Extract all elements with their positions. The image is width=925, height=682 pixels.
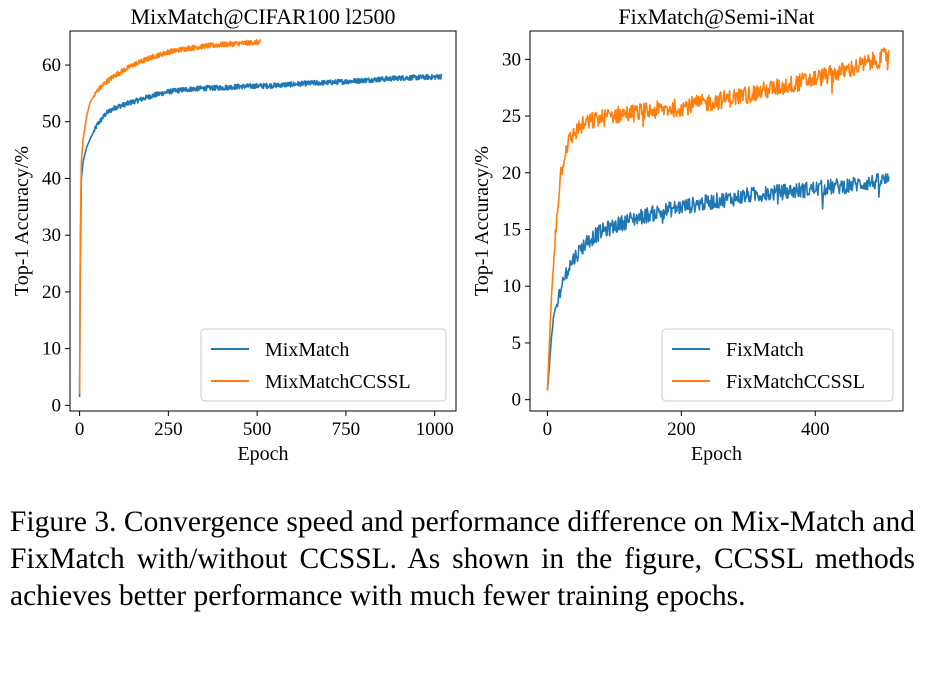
chart-2-plot-frame (529, 30, 904, 412)
chart-1-legend-label-2: MixMatchCCSSL (265, 371, 411, 393)
chart-1: MixMatch@CIFAR100 l2500 0 250 500 750 1000 0 10… (11, 4, 457, 465)
chart-1-xtick-label: 750 (332, 419, 361, 440)
chart-1-xtick-label: 500 (243, 419, 272, 440)
chart-1-ylabel: Top-1 Accuracy/% (11, 146, 33, 296)
chart-2-ytick-label: 20 (502, 163, 521, 184)
chart-1-xtick-label: 1000 (416, 419, 454, 440)
chart-1-title: MixMatch@CIFAR100 l2500 (131, 4, 396, 29)
chart-2-legend: FixMatch FixMatchCCSSL (661, 328, 894, 402)
chart-1-series-1-line (78, 73, 443, 397)
chart-1-legend: MixMatch MixMatchCCSSL (200, 328, 447, 402)
chart-2-ytick-label: 15 (502, 220, 521, 241)
chart-2-series-1-line (546, 173, 890, 391)
chart-1-xtick-label: 0 (75, 419, 85, 440)
chart-1-ytick-label: 30 (42, 225, 61, 246)
chart-1-xlabel: Epoch (237, 443, 288, 465)
chart-2-ytick-label: 10 (502, 276, 521, 297)
chart-2-title: FixMatch@Semi-iNat (618, 4, 814, 29)
chart-2-ytick-label: 5 (512, 333, 522, 354)
chart-2-ytick-label: 30 (502, 49, 521, 70)
chart-2-ytick-label: 25 (502, 106, 521, 127)
chart-1-legend-box (200, 328, 447, 402)
chart-2-xtick-label: 400 (801, 419, 830, 440)
chart-2-ytick-label: 0 (512, 390, 522, 411)
chart-2-legend-label-1: FixMatch (726, 339, 804, 361)
chart-1-plot-frame (69, 30, 457, 412)
chart-1-ytick-label: 50 (42, 112, 61, 133)
chart-1-ytick-label: 0 (52, 395, 62, 416)
figure: MixMatch@CIFAR100 l2500 0 250 500 750 1000 0 10… (11, 4, 904, 465)
chart-2-xtick-label: 200 (667, 419, 696, 440)
chart-1-ytick-label: 20 (42, 282, 61, 303)
chart-1-ytick-label: 60 (42, 55, 61, 76)
chart-2-series-2-line (546, 47, 890, 391)
chart-1-legend-label-1: MixMatch (265, 339, 349, 361)
chart-1-series-2-line (78, 39, 262, 394)
chart-2-ylabel: Top-1 Accuracy/% (471, 146, 493, 296)
chart-2-xlabel: Epoch (691, 443, 742, 465)
figure-caption: Figure 3. Convergence speed and performa… (10, 506, 915, 612)
chart-2: FixMatch@Semi-iNat 0 200 400 0 5 10 15 20 25 30 Epo… (471, 4, 904, 465)
chart-1-ytick-label: 40 (42, 168, 61, 189)
chart-2-xtick-label: 0 (543, 419, 553, 440)
chart-2-legend-box (661, 328, 894, 402)
chart-1-ytick-label: 10 (42, 339, 61, 360)
chart-2-legend-label-2: FixMatchCCSSL (726, 371, 865, 393)
chart-1-xtick-label: 250 (154, 419, 183, 440)
